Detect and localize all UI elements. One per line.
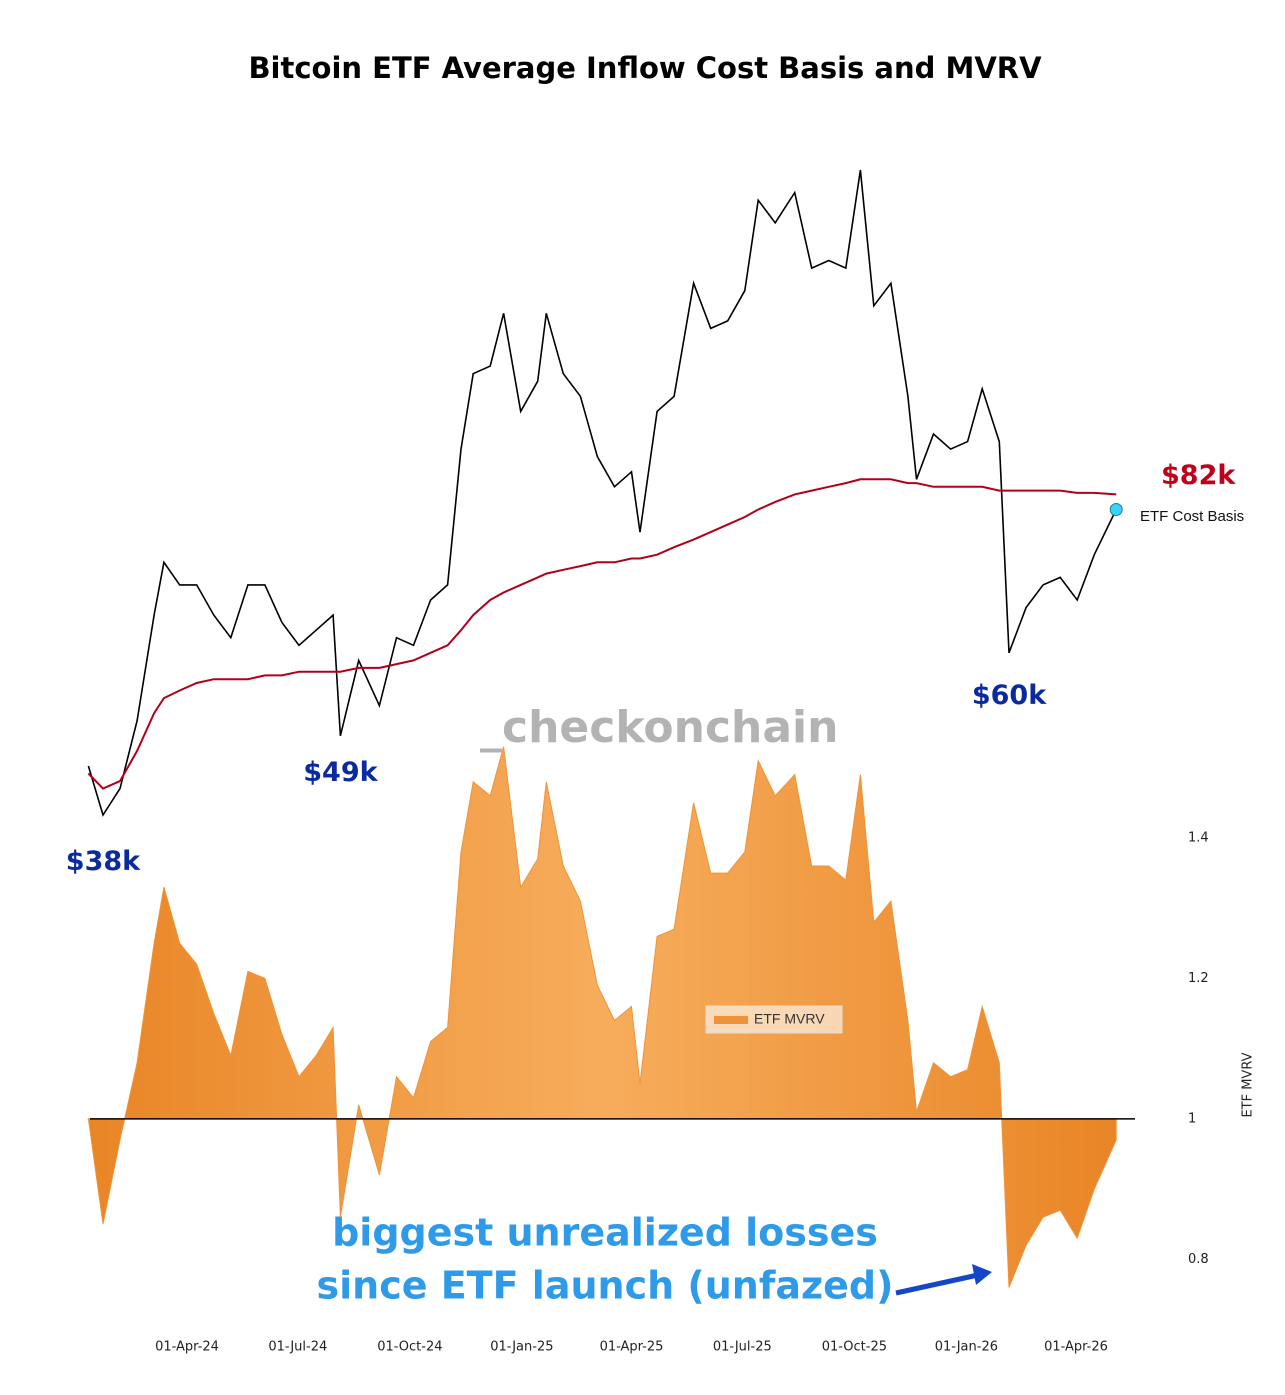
current-price-dot [1109,502,1123,516]
x-tick-label: 01-Apr-24 [155,1340,219,1355]
chart-title: Bitcoin ETF Average Inflow Cost Basis an… [248,51,1042,85]
callout-line: biggest unrealized losses [332,1211,878,1255]
y2-tick-label: 1.4 [1188,830,1209,845]
callout-line: since ETF launch (unfazed) [317,1264,894,1308]
series-label: ETF Cost Basis [1140,508,1244,525]
price-annotation: $60k [972,680,1047,711]
callout-arrow [895,1272,979,1296]
x-tick-label: 01-Oct-24 [377,1340,442,1355]
legend: ETF MVRV [705,1005,843,1034]
x-tick-label: 01-Oct-25 [822,1340,887,1355]
legend-label: ETF MVRV [754,1011,825,1027]
price-annotation: $49k [303,757,378,788]
price-line [87,169,1117,817]
legend-swatch [714,1016,748,1024]
y2-tick-label: 0.8 [1188,1252,1209,1267]
price-annotation: $38k [66,846,141,877]
cost-basis-line [87,478,1117,790]
watermark: _checkonchain [480,702,838,753]
x-tick-label: 01-Jan-26 [935,1340,998,1355]
price-annotation: $82k [1161,460,1236,491]
callout-arrowhead [972,1264,992,1285]
y2-tick-label: 1 [1188,1111,1196,1126]
y2-axis-label: ETF MVRV [1241,1052,1256,1117]
x-tick-label: 01-Jul-24 [268,1340,327,1355]
y2-tick-label: 1.2 [1188,971,1209,986]
x-tick-label: 01-Jan-25 [490,1340,553,1355]
mvrv-area [86,746,1117,1288]
x-tick-label: 01-Apr-25 [600,1340,664,1355]
x-tick-label: 01-Apr-26 [1044,1340,1108,1355]
x-tick-label: 01-Jul-25 [713,1340,772,1355]
